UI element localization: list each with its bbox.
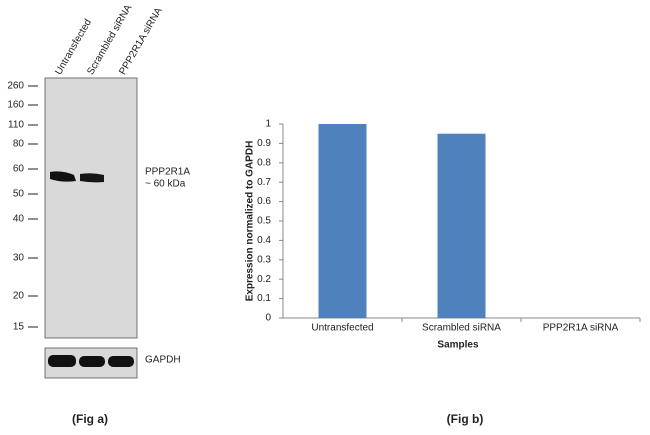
bar bbox=[437, 133, 486, 318]
band bbox=[50, 171, 76, 182]
band-size: ~ 60 kDa bbox=[145, 179, 186, 190]
loading-label: GAPDH bbox=[145, 355, 181, 366]
marker-label: 60 bbox=[13, 164, 25, 175]
y-axis-label: Expression normalized to GAPDH bbox=[245, 141, 256, 302]
band bbox=[80, 173, 104, 183]
y-tick-label: 0.9 bbox=[257, 138, 271, 149]
y-tick-label: 0 bbox=[265, 313, 271, 324]
y-tick-label: 0.5 bbox=[257, 216, 271, 227]
y-tick-label: 0.4 bbox=[257, 235, 271, 246]
bar bbox=[318, 124, 367, 318]
marker-label: 160 bbox=[7, 100, 24, 111]
marker-label: 20 bbox=[13, 291, 25, 302]
band-label: PPP2R1A bbox=[145, 167, 190, 178]
caption: (Fig a) bbox=[72, 412, 108, 426]
y-tick-label: 0.6 bbox=[257, 196, 271, 207]
marker-label: 260 bbox=[7, 81, 24, 92]
x-axis-label: Samples bbox=[437, 340, 479, 351]
y-tick-label: 0.7 bbox=[257, 177, 271, 188]
marker-label: 40 bbox=[13, 214, 25, 225]
y-tick-label: 0.3 bbox=[257, 254, 271, 265]
y-tick-label: 1 bbox=[265, 119, 271, 130]
y-tick-label: 0.2 bbox=[257, 274, 271, 285]
band bbox=[79, 356, 105, 367]
x-tick-label: PPP2R1A siRNA bbox=[543, 323, 619, 334]
y-tick-label: 0.1 bbox=[257, 293, 271, 304]
x-tick-label: Untransfected bbox=[311, 323, 373, 334]
blot-membrane bbox=[44, 77, 138, 339]
band bbox=[108, 356, 134, 367]
marker-label: 80 bbox=[13, 139, 25, 150]
x-tick-label: Scrambled siRNA bbox=[422, 323, 501, 334]
band bbox=[48, 355, 76, 367]
marker-label: 15 bbox=[13, 322, 25, 333]
caption: (Fig b) bbox=[447, 412, 484, 426]
marker-label: 50 bbox=[13, 189, 25, 200]
marker-label: 110 bbox=[8, 120, 24, 131]
y-tick-label: 0.8 bbox=[257, 157, 271, 168]
marker-label: 30 bbox=[13, 253, 25, 264]
